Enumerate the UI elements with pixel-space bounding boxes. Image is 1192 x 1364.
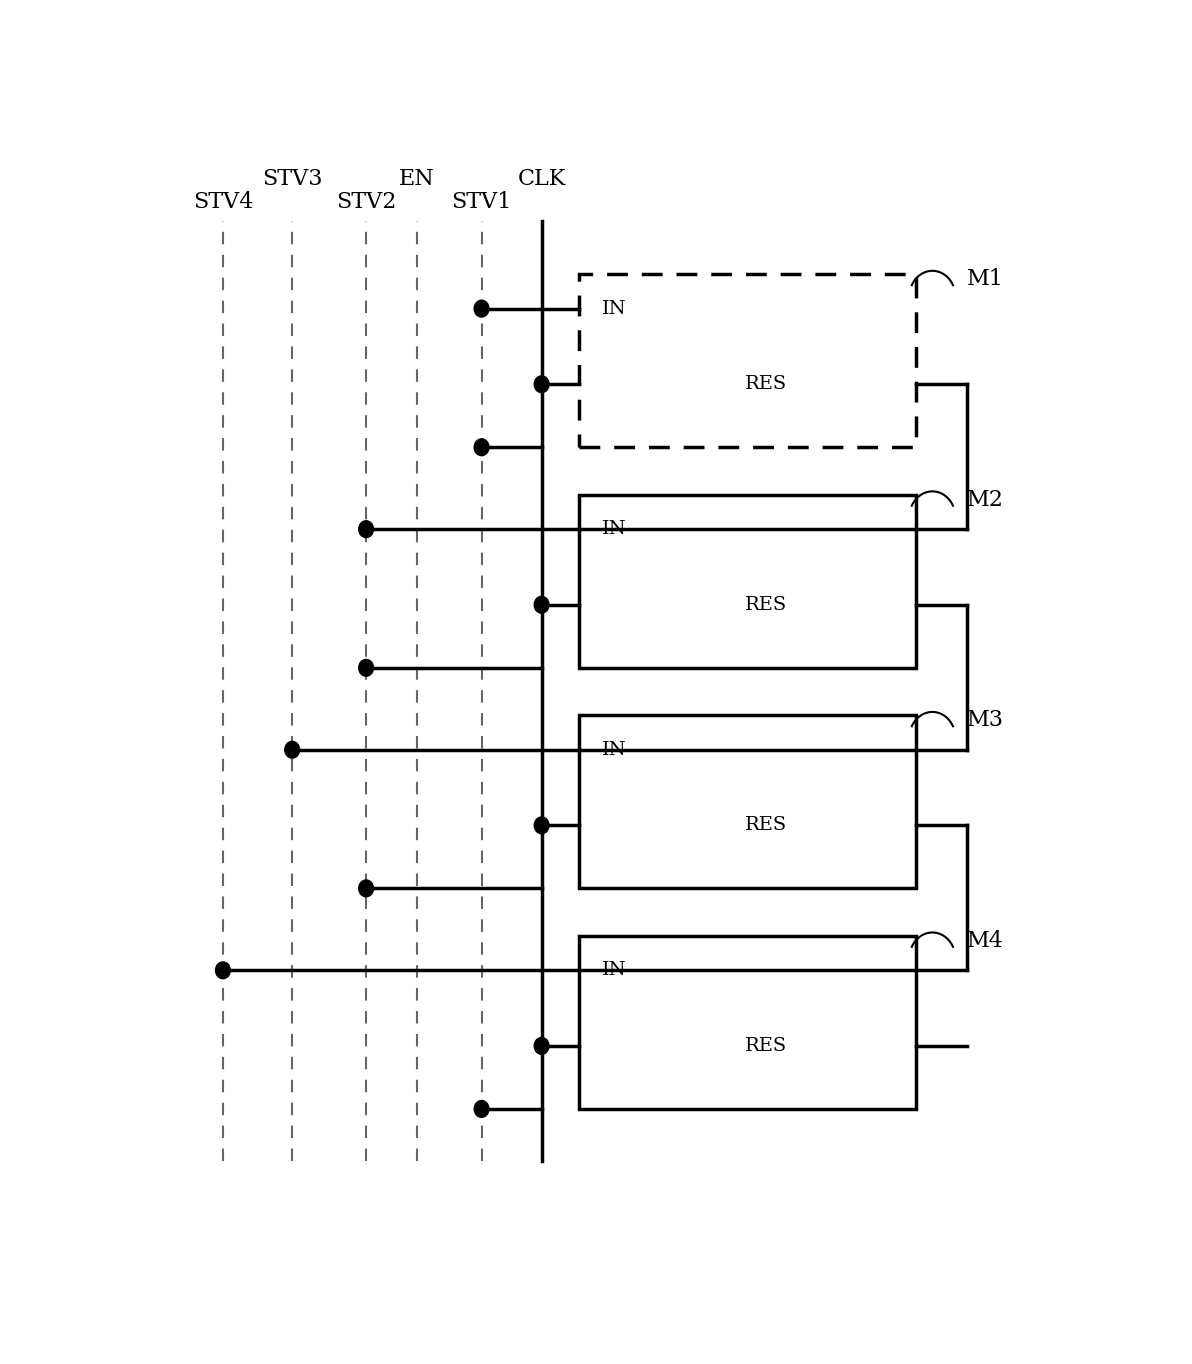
- Circle shape: [285, 742, 299, 758]
- Text: M4: M4: [967, 930, 1004, 952]
- Text: M1: M1: [967, 269, 1004, 291]
- Text: CLK: CLK: [517, 168, 566, 190]
- Text: RES: RES: [745, 596, 787, 614]
- Text: RES: RES: [745, 817, 787, 835]
- Circle shape: [534, 376, 550, 393]
- Circle shape: [359, 521, 373, 537]
- Bar: [578, 495, 915, 668]
- Text: STV1: STV1: [452, 191, 511, 213]
- Circle shape: [359, 880, 373, 896]
- Text: IN: IN: [602, 741, 626, 758]
- Bar: [578, 715, 915, 888]
- Text: RES: RES: [745, 375, 787, 393]
- Text: RES: RES: [745, 1037, 787, 1054]
- Text: M2: M2: [967, 488, 1004, 510]
- Circle shape: [474, 1101, 489, 1117]
- Bar: [578, 936, 915, 1109]
- Circle shape: [474, 439, 489, 456]
- Text: EN: EN: [399, 168, 435, 190]
- Circle shape: [534, 596, 550, 614]
- Text: IN: IN: [602, 962, 626, 979]
- Text: STV2: STV2: [336, 191, 396, 213]
- Circle shape: [534, 817, 550, 833]
- Circle shape: [359, 659, 373, 677]
- Bar: [578, 274, 915, 447]
- Text: IN: IN: [602, 300, 626, 318]
- Text: IN: IN: [602, 520, 626, 539]
- Circle shape: [534, 1038, 550, 1054]
- Circle shape: [474, 300, 489, 316]
- Circle shape: [216, 962, 230, 979]
- Text: STV4: STV4: [193, 191, 253, 213]
- Text: STV3: STV3: [262, 168, 323, 190]
- Text: M3: M3: [967, 709, 1004, 731]
